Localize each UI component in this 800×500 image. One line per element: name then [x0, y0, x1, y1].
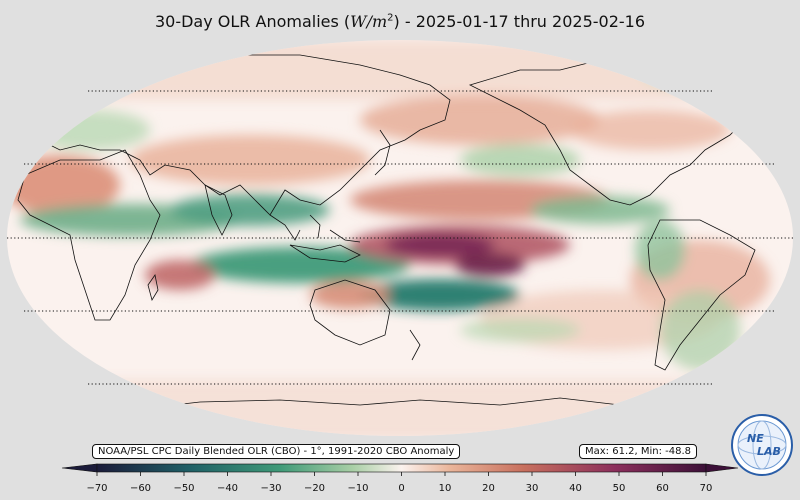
map-title: 30-Day OLR Anomalies (W/m2) - 2025-01-17… — [154, 12, 646, 31]
colorbar-max-extend — [705, 463, 739, 473]
logo-text-bottom: LAB — [757, 445, 781, 458]
colorbar-tick-label: 70 — [699, 483, 713, 494]
colorbar-tick-label: −50 — [173, 483, 195, 494]
colorbar-body — [96, 463, 707, 473]
noaa-psl-logo: NE LAB — [731, 414, 793, 476]
coastlines — [17, 49, 776, 411]
latitude-lines — [7, 90, 793, 385]
colorbar-tick-label: 30 — [525, 483, 539, 494]
colorbar-tick-label: −60 — [129, 483, 152, 494]
colorbar — [61, 463, 739, 476]
colorbar-tick-label: −30 — [260, 483, 282, 494]
colorbar-tick-label: −10 — [347, 483, 369, 494]
colorbar-tick-label: 20 — [482, 483, 495, 494]
logo-text-top: NE — [747, 432, 764, 445]
max-min-label: Max: 61.2, Min: -48.8 — [579, 444, 698, 459]
colorbar-tick-label: −20 — [303, 483, 326, 494]
colorbar-tick-label: 10 — [438, 483, 452, 494]
colorbar-tick-label: 40 — [569, 483, 582, 494]
colorbar-min-extend — [61, 463, 98, 473]
colorbar-tick-label: 60 — [656, 483, 669, 494]
colorbar-tick-label: 50 — [612, 483, 626, 494]
colorbar-tick-label: −70 — [86, 483, 108, 494]
colorbar-tick-label: 0 — [398, 483, 405, 494]
colorbar-tick-label: −40 — [216, 483, 239, 494]
source-label: NOAA/PSL CPC Daily Blended OLR (CBO) - 1… — [92, 444, 461, 459]
